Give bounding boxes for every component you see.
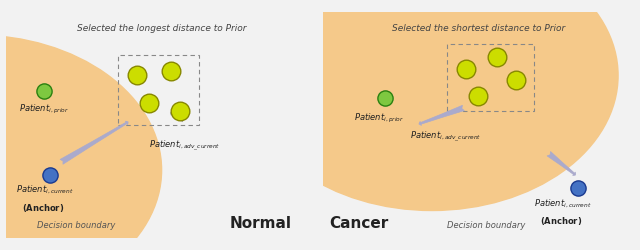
Point xyxy=(492,56,502,60)
Point xyxy=(45,172,55,176)
Text: $\mathit{Patient}_{i,prior}$: $\mathit{Patient}_{i,prior}$ xyxy=(355,112,404,125)
Point xyxy=(511,78,521,82)
Point xyxy=(175,110,186,114)
Text: $\mathit{Patient}_{i,current}$: $\mathit{Patient}_{i,current}$ xyxy=(16,184,74,196)
Circle shape xyxy=(0,35,161,250)
Text: $\mathbf{(Anchor)}$: $\mathbf{(Anchor)}$ xyxy=(22,202,64,213)
Point xyxy=(144,100,154,104)
Text: $\mathit{Patient}_{i,prior}$: $\mathit{Patient}_{i,prior}$ xyxy=(19,103,69,116)
Circle shape xyxy=(246,0,618,210)
Text: Selected the longest distance to Prior: Selected the longest distance to Prior xyxy=(77,24,246,33)
Point xyxy=(573,186,583,190)
Text: $\mathit{Patient}_{i,adv\_current}$: $\mathit{Patient}_{i,adv\_current}$ xyxy=(410,129,481,144)
Text: Decision boundary: Decision boundary xyxy=(38,222,116,230)
Point xyxy=(380,96,390,100)
Text: $\mathit{Patient}_{i,adv\_current}$: $\mathit{Patient}_{i,adv\_current}$ xyxy=(149,138,221,153)
Text: Normal: Normal xyxy=(230,216,292,232)
Point xyxy=(132,74,142,78)
Text: $\mathit{Patient}_{i,current}$: $\mathit{Patient}_{i,current}$ xyxy=(534,198,592,210)
Text: Selected the shortest distance to Prior: Selected the shortest distance to Prior xyxy=(392,24,565,33)
Point xyxy=(461,67,471,71)
Text: $\mathbf{(Anchor)}$: $\mathbf{(Anchor)}$ xyxy=(540,215,582,227)
Bar xyxy=(118,55,199,125)
Text: Decision boundary: Decision boundary xyxy=(447,222,525,230)
Point xyxy=(474,94,484,98)
Point xyxy=(166,69,176,73)
Text: Cancer: Cancer xyxy=(330,216,388,232)
Bar xyxy=(447,44,534,112)
Point xyxy=(38,89,49,93)
